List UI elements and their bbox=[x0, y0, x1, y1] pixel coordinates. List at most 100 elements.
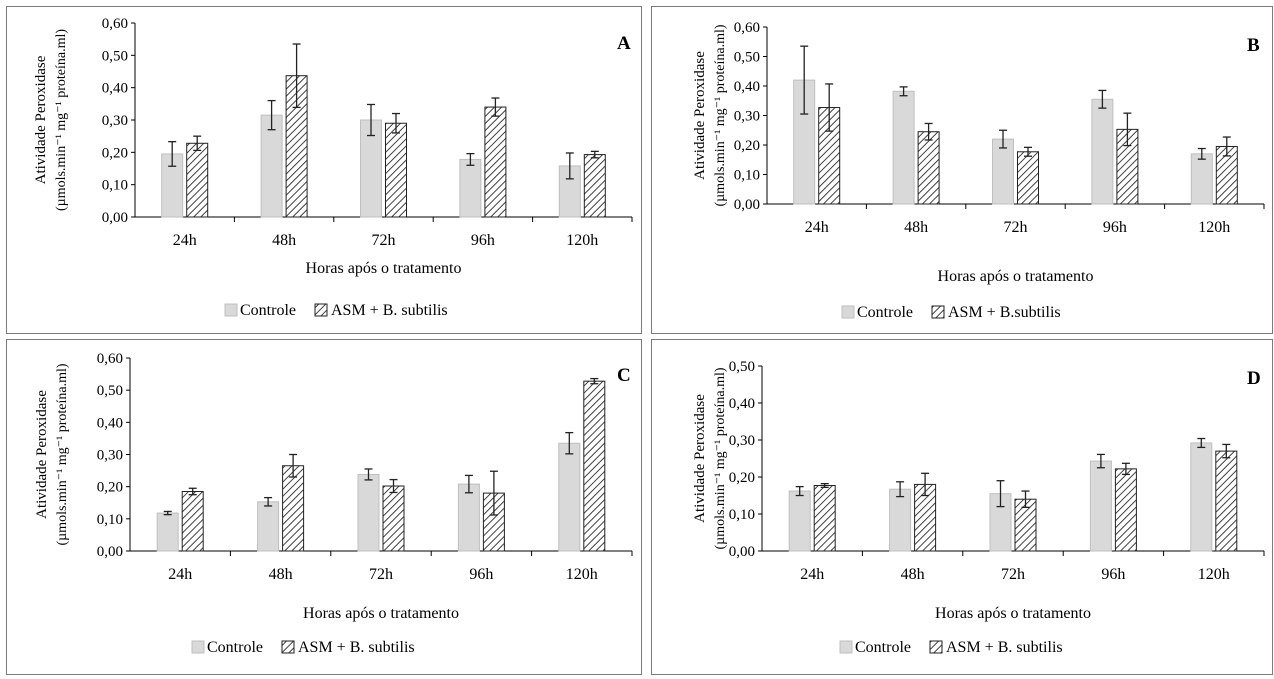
bar-asm bbox=[1017, 151, 1039, 205]
bar-asm bbox=[282, 465, 305, 552]
y-tick-label: 0,20 bbox=[734, 138, 760, 154]
bar-controle bbox=[260, 114, 283, 218]
y-tick-label: 0,30 bbox=[102, 113, 128, 129]
bar-asm bbox=[583, 154, 606, 218]
y-tick-label: 0,50 bbox=[729, 359, 755, 375]
x-axis-title: Horas após o tratamento bbox=[303, 605, 459, 622]
y-tick-label: 0,30 bbox=[729, 433, 755, 449]
legend-swatch-asm bbox=[931, 305, 945, 319]
y-tick-label: 0,20 bbox=[729, 470, 755, 486]
bar-asm bbox=[813, 485, 836, 552]
x-category-label: 72h bbox=[1001, 566, 1025, 583]
bar-controle bbox=[156, 512, 179, 552]
y-tick-label: 0,50 bbox=[102, 48, 128, 64]
x-category-label: 72h bbox=[372, 232, 396, 249]
y-tick-label: 0,30 bbox=[734, 109, 760, 125]
legend-label-controle: Controle bbox=[207, 639, 263, 656]
y-tick-label: 0,10 bbox=[102, 178, 128, 194]
x-category-label: 24h bbox=[173, 232, 197, 249]
y-axis-unit: (µmols.min⁻¹ mg⁻¹ proteína.ml) bbox=[55, 363, 70, 545]
bar-controle bbox=[1190, 153, 1213, 205]
x-axis-title: Horas após o tratamento bbox=[935, 605, 1091, 622]
legend-swatch-controle bbox=[841, 305, 855, 319]
y-tick-label: 0,50 bbox=[734, 50, 760, 66]
x-category-label: 120h bbox=[566, 232, 598, 249]
x-category-label: 48h bbox=[901, 566, 925, 583]
chart-a-svg: 0,00 0,10 0,20 0,30 0,40 0,50 0,60 24h 48h 72h 96h… bbox=[33, 16, 633, 319]
bar-controle bbox=[558, 442, 581, 552]
y-tick-label: 0,00 bbox=[729, 544, 755, 560]
bar-controle bbox=[788, 490, 811, 552]
x-category-label: 120h bbox=[1198, 566, 1230, 583]
legend-label-asm: ASM + B.subtilis bbox=[948, 304, 1061, 321]
x-axis-title: Horas após o tratamento bbox=[306, 260, 462, 277]
legend-label-asm: ASM + B. subtilis bbox=[298, 639, 415, 656]
y-tick-label: 0,10 bbox=[729, 507, 755, 523]
x-category-label: 120h bbox=[1198, 219, 1230, 236]
x-category-label: 96h bbox=[1103, 219, 1127, 236]
y-tick-label: 0,60 bbox=[734, 20, 760, 36]
y-tick-label: 0,20 bbox=[102, 145, 128, 161]
legend-label-controle: Controle bbox=[855, 639, 911, 656]
bar-asm bbox=[385, 122, 407, 218]
bar-controle bbox=[992, 138, 1014, 205]
y-tick-label: 0,10 bbox=[97, 512, 123, 528]
bar-asm bbox=[583, 380, 606, 552]
y-tick-label: 0,00 bbox=[102, 210, 128, 226]
bar-controle bbox=[459, 158, 482, 218]
y-axis-unit: (µmols.min⁻¹ mg⁻¹ proteína.ml) bbox=[713, 367, 728, 549]
chart-panel-b: 0,00 0,10 0,20 0,30 0,40 0,50 0,60 24h 48h 72h 96h… bbox=[651, 6, 1273, 334]
y-tick-label: 0,00 bbox=[734, 197, 760, 213]
y-tick-label: 0,40 bbox=[102, 81, 128, 97]
chart-b-svg: 0,00 0,10 0,20 0,30 0,40 0,50 0,60 24h 48h 72h 96h… bbox=[692, 20, 1265, 321]
x-category-label: 24h bbox=[168, 566, 192, 583]
legend-swatch-asm bbox=[281, 640, 295, 654]
x-axis-title: Horas após o tratamento bbox=[938, 268, 1094, 285]
y-axis-title: Atividade Peroxidase bbox=[692, 51, 708, 180]
bar-controle bbox=[457, 483, 480, 552]
legend-swatch-controle bbox=[191, 640, 205, 654]
x-category-label: 48h bbox=[272, 232, 296, 249]
bar-asm bbox=[181, 490, 204, 552]
legend-label-controle: Controle bbox=[240, 302, 296, 319]
y-tick-label: 0,10 bbox=[734, 168, 760, 184]
bar-asm bbox=[382, 485, 405, 552]
y-tick-label: 0,40 bbox=[729, 396, 755, 412]
legend-swatch-asm bbox=[314, 303, 328, 317]
y-axis-title: Atividade Peroxidase bbox=[33, 55, 49, 184]
legend-label-asm: ASM + B. subtilis bbox=[331, 302, 448, 319]
x-category-label: 72h bbox=[369, 566, 393, 583]
y-tick-label: 0,60 bbox=[97, 351, 123, 367]
chart-d-svg: 0,00 0,10 0,20 0,30 0,40 0,50 24h 48h 72h 96h 120h… bbox=[692, 359, 1265, 656]
y-axis-unit: (µmols.min⁻¹ mg⁻¹ proteína.ml) bbox=[713, 24, 728, 206]
chart-panel-a: 0,00 0,10 0,20 0,30 0,40 0,50 0,60 24h 48h 72h 96h… bbox=[6, 6, 642, 334]
bar-controle bbox=[1089, 460, 1112, 552]
y-tick-label: 0,20 bbox=[97, 480, 123, 496]
bar-asm bbox=[484, 106, 507, 218]
y-tick-label: 0,40 bbox=[734, 79, 760, 95]
panel-letter: A bbox=[617, 33, 631, 54]
x-category-label: 24h bbox=[805, 219, 829, 236]
bar-controle bbox=[889, 488, 912, 552]
x-category-label: 48h bbox=[269, 566, 293, 583]
y-tick-label: 0,40 bbox=[97, 415, 123, 431]
y-tick-label: 0,60 bbox=[102, 16, 128, 32]
y-tick-label: 0,00 bbox=[97, 544, 123, 560]
panel-letter: C bbox=[617, 365, 631, 386]
chart-panel-d: 0,00 0,10 0,20 0,30 0,40 0,50 24h 48h 72h 96h 120h… bbox=[651, 339, 1273, 675]
y-tick-label: 0,30 bbox=[97, 448, 123, 464]
legend-swatch-controle bbox=[839, 640, 853, 654]
y-axis-title: Atividade Peroxidase bbox=[692, 394, 708, 523]
x-category-label: 120h bbox=[566, 566, 598, 583]
chart-panel-c: 0,00 0,10 0,20 0,30 0,40 0,50 0,60 24h 48h 72h 96h… bbox=[6, 339, 642, 675]
y-tick-label: 0,50 bbox=[97, 383, 123, 399]
bar-controle bbox=[257, 501, 280, 552]
bar-controle bbox=[1091, 98, 1114, 205]
panel-letter: D bbox=[1247, 368, 1261, 389]
y-axis-title: Atividade Peroxidase bbox=[34, 390, 50, 519]
x-category-label: 96h bbox=[469, 566, 493, 583]
bar-controle bbox=[892, 90, 915, 205]
bar-controle bbox=[1190, 442, 1213, 552]
bar-asm bbox=[186, 142, 209, 218]
x-category-label: 24h bbox=[800, 566, 824, 583]
